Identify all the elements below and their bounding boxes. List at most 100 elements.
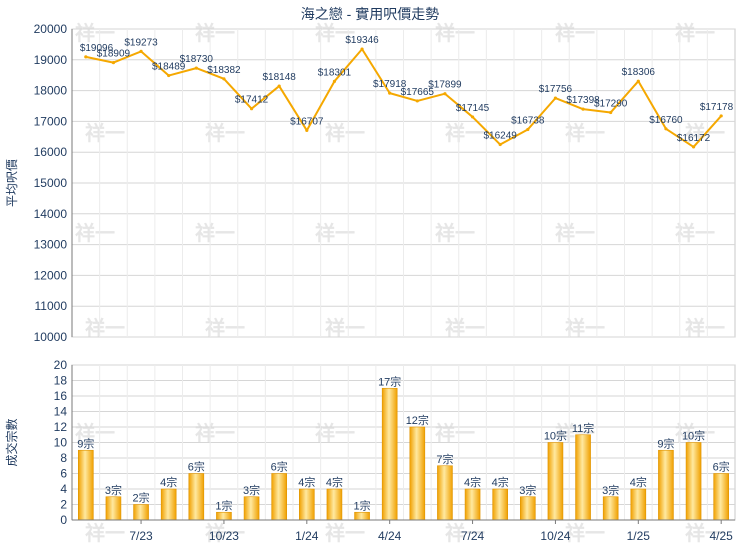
data-label: $17398 xyxy=(566,95,600,106)
bar[interactable] xyxy=(713,473,729,521)
y-tick-label: 20000 xyxy=(34,22,68,36)
data-point[interactable] xyxy=(249,107,254,111)
bar[interactable] xyxy=(381,387,398,521)
data-point[interactable] xyxy=(305,128,309,133)
data-point[interactable] xyxy=(609,110,613,115)
bar-label: 10宗 xyxy=(544,429,567,443)
bar[interactable] xyxy=(658,449,674,521)
data-point[interactable] xyxy=(222,77,226,81)
bar[interactable] xyxy=(133,504,149,521)
data-point[interactable] xyxy=(332,79,337,83)
data-point[interactable] xyxy=(526,127,530,132)
line-chart-plot: $19096$18909$19273 $18489$18730$18382 $174… xyxy=(80,35,734,149)
bar-label: 3宗 xyxy=(519,483,536,497)
y-tick-label: 10 xyxy=(54,436,68,450)
watermark-text: 祥一 xyxy=(435,21,475,45)
data-label: $17665 xyxy=(401,87,435,98)
y-tick-label: 4 xyxy=(60,482,67,496)
data-label: $18489 xyxy=(152,62,186,73)
bar-label: 2宗 xyxy=(133,491,150,505)
y-tick-label: 13000 xyxy=(34,238,68,252)
data-label: $19273 xyxy=(124,37,158,48)
y-tick-label: 8 xyxy=(60,451,67,465)
data-point[interactable] xyxy=(636,79,640,83)
bar-label: 3宗 xyxy=(105,483,122,497)
y-tick-label: 14 xyxy=(54,405,68,419)
bar[interactable] xyxy=(216,511,232,521)
bar-label: 10宗 xyxy=(682,429,705,443)
data-point[interactable] xyxy=(139,49,143,53)
watermark-text: 祥一 xyxy=(445,316,485,340)
watermark-text: 祥一 xyxy=(675,21,715,45)
data-point[interactable] xyxy=(443,92,447,96)
data-point[interactable] xyxy=(360,47,364,51)
bar[interactable] xyxy=(160,488,177,521)
data-point[interactable] xyxy=(553,96,558,100)
watermark-text: 祥一 xyxy=(565,121,605,145)
y-tick-label: 6 xyxy=(60,467,67,481)
data-label: $16707 xyxy=(290,116,324,127)
bar[interactable] xyxy=(685,442,702,521)
data-label: $16172 xyxy=(677,133,711,144)
bar[interactable] xyxy=(78,449,94,521)
bar[interactable] xyxy=(520,496,536,521)
bar[interactable] xyxy=(271,473,287,521)
y-tick-label: 19000 xyxy=(34,53,68,67)
bar[interactable] xyxy=(188,473,205,521)
data-point[interactable] xyxy=(498,142,502,147)
data-point[interactable] xyxy=(167,73,171,78)
watermark-text: 祥一 xyxy=(195,421,235,445)
bar-label: 1宗 xyxy=(215,498,232,512)
bar[interactable] xyxy=(575,434,591,521)
bar[interactable] xyxy=(547,442,564,521)
bar-label: 6宗 xyxy=(271,460,288,474)
bar[interactable] xyxy=(437,465,453,521)
watermark-text: 祥一 xyxy=(445,521,485,545)
bar-label: 6宗 xyxy=(188,460,205,474)
x-tick-label: 4/25 xyxy=(710,529,734,543)
bar-label: 4宗 xyxy=(630,475,647,489)
data-point[interactable] xyxy=(415,99,419,103)
data-label: $19346 xyxy=(345,35,379,46)
data-point[interactable] xyxy=(277,84,281,88)
data-label: $18382 xyxy=(207,65,241,76)
watermark-text: 祥一 xyxy=(205,521,245,545)
bar[interactable] xyxy=(299,488,315,521)
watermark-text: 祥一 xyxy=(685,316,725,340)
bar[interactable] xyxy=(326,488,343,521)
bar[interactable] xyxy=(105,496,122,521)
watermark-text: 祥一 xyxy=(435,421,475,445)
bar[interactable] xyxy=(409,426,426,521)
data-point[interactable] xyxy=(194,66,198,70)
watermark-text: 祥一 xyxy=(75,421,115,445)
y-tick-label: 12 xyxy=(54,420,68,434)
y-tick-label: 0 xyxy=(60,513,67,527)
bar-label: 4宗 xyxy=(160,475,177,489)
y-tick-label: 14000 xyxy=(34,207,68,221)
bar[interactable] xyxy=(464,488,481,521)
data-point[interactable] xyxy=(84,55,88,59)
data-point[interactable] xyxy=(111,61,116,65)
x-tick-label: 7/24 xyxy=(461,529,485,543)
watermark-text: 祥一 xyxy=(205,316,245,340)
bar-chart-grid xyxy=(71,364,736,521)
line-chart-grid xyxy=(71,28,736,338)
data-point[interactable] xyxy=(470,115,475,119)
bar[interactable] xyxy=(602,496,619,521)
data-point[interactable] xyxy=(691,145,696,149)
data-label: $17178 xyxy=(700,102,734,113)
data-point[interactable] xyxy=(719,114,723,118)
data-point[interactable] xyxy=(388,91,392,95)
data-label: $17145 xyxy=(456,103,490,114)
data-point[interactable] xyxy=(581,107,585,111)
bar[interactable] xyxy=(354,511,370,521)
watermark-text: 祥一 xyxy=(555,21,595,45)
x-tick-label: 10/23 xyxy=(209,529,239,543)
y-tick-label: 20 xyxy=(54,358,68,372)
bar[interactable] xyxy=(492,488,508,521)
bar[interactable] xyxy=(243,496,260,521)
bar[interactable] xyxy=(630,488,647,521)
data-point[interactable] xyxy=(664,127,668,131)
watermark-text: 祥一 xyxy=(205,121,245,145)
